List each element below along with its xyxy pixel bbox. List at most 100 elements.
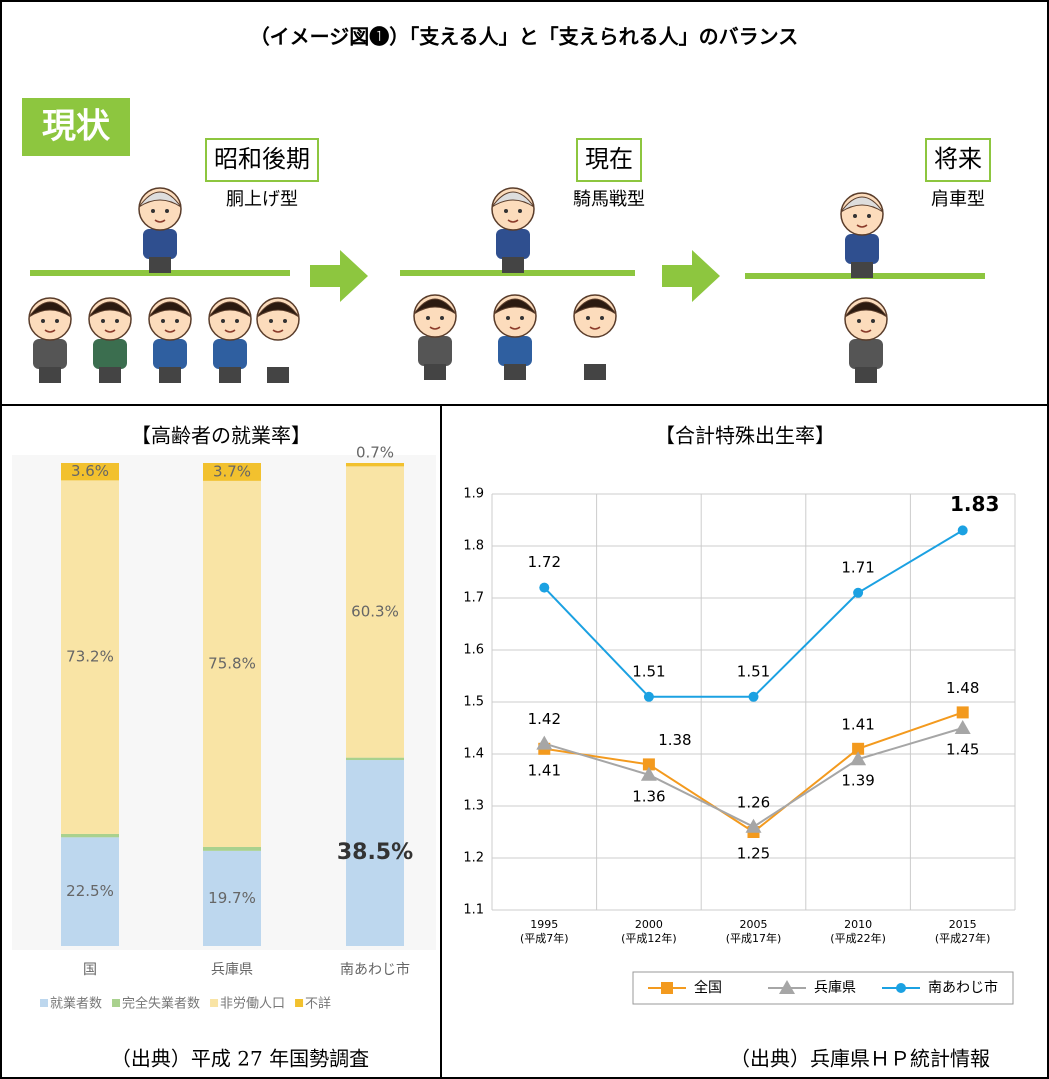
x-tick-label: 国 (83, 962, 97, 978)
icon-body (498, 336, 532, 366)
legend-label: 完全失業者数 (122, 996, 200, 1012)
x-tick-sublabel: (平成12年) (621, 931, 677, 945)
x-tick-label: 2015 (949, 918, 977, 931)
icon-body (496, 229, 530, 259)
data-label: 3.7% (213, 462, 251, 480)
person-icon (89, 298, 131, 383)
person-icon (149, 298, 191, 383)
badge-text: 現状 (42, 107, 111, 147)
icon-legs (267, 367, 289, 383)
marker (896, 983, 906, 993)
bar-segment (203, 847, 261, 851)
legend-swatch (112, 999, 120, 1007)
y-tick-label: 1.4 (463, 747, 484, 762)
icon-eye (857, 319, 861, 323)
x-tick-label: 2010 (844, 918, 872, 931)
icon-legs (855, 367, 877, 383)
marker (539, 583, 549, 593)
icon-body (261, 339, 295, 369)
icon-eye (440, 316, 444, 320)
data-label: 1.83 (950, 492, 999, 516)
data-label: 1.72 (528, 553, 561, 571)
icon-eye (175, 319, 179, 323)
icon-legs (851, 262, 873, 278)
x-tick-label: 2005 (740, 918, 768, 931)
marker (661, 982, 673, 994)
icon-body (845, 234, 879, 264)
diagram-title: （イメージ図❶）「支える人」と「支えられる人」のバランス (250, 25, 799, 49)
icon-eye (520, 316, 524, 320)
legend-swatch (210, 999, 218, 1007)
series-line (544, 712, 962, 832)
icon-eye (506, 316, 510, 320)
legend-label: 不詳 (305, 996, 331, 1012)
icon-eye (600, 316, 604, 320)
y-tick-label: 1.6 (463, 643, 484, 658)
icon-eye (55, 319, 59, 323)
x-tick-label: 南あわじ市 (340, 961, 410, 978)
person-icon (209, 298, 251, 383)
page: （イメージ図❶）「支える人」と「支えられる人」のバランス 現状 昭和後期胴上げ型… (0, 0, 1049, 1079)
data-label: 1.42 (528, 710, 561, 728)
stage-label: 現在 (585, 145, 633, 173)
icon-legs (219, 367, 241, 383)
data-label: 1.41 (528, 761, 561, 779)
marker (749, 692, 759, 702)
y-tick-label: 1.7 (463, 591, 484, 606)
x-tick-sublabel: (平成22年) (830, 931, 886, 945)
icon-body (418, 336, 452, 366)
y-tick-label: 1.5 (463, 695, 484, 710)
person-icon (29, 298, 71, 383)
data-label: 1.51 (737, 662, 770, 680)
data-label: 38.5% (337, 840, 413, 865)
data-label: 1.41 (841, 715, 874, 733)
icon-eye (518, 209, 522, 213)
icon-eye (235, 319, 239, 323)
legend-swatch (295, 999, 303, 1007)
icon-legs (424, 364, 446, 380)
data-label: 19.7% (208, 889, 256, 907)
x-tick-sublabel: (平成7年) (520, 931, 569, 945)
data-label: 1.38 (658, 731, 691, 749)
icon-eye (165, 209, 169, 213)
series-line (544, 728, 962, 827)
data-label: 1.48 (946, 679, 979, 697)
person-icon (574, 295, 616, 380)
marker (958, 525, 968, 535)
icon-body (143, 229, 177, 259)
legend-label: 南あわじ市 (928, 979, 998, 996)
data-label: 1.45 (946, 741, 979, 759)
icon-eye (269, 319, 273, 323)
icon-body (153, 339, 187, 369)
stage-label: 将来 (934, 145, 982, 173)
data-label: 1.25 (737, 845, 770, 863)
person-icon (845, 298, 887, 383)
icon-eye (504, 209, 508, 213)
x-tick-sublabel: (平成17年) (726, 931, 782, 945)
legend-label: 就業者数 (50, 996, 102, 1012)
data-label: 1.39 (841, 772, 874, 790)
data-label: 1.71 (841, 558, 874, 576)
data-label: 60.3% (351, 603, 399, 621)
stage-type: 騎馬戦型 (573, 189, 645, 210)
icon-body (33, 339, 67, 369)
icon-eye (283, 319, 287, 323)
legend-swatch (40, 999, 48, 1007)
chart-title: 【合計特殊出生率】 (655, 424, 835, 448)
stage-label: 昭和後期 (214, 145, 310, 173)
data-label: 75.8% (208, 654, 256, 672)
data-label: 1.51 (632, 662, 665, 680)
icon-eye (586, 316, 590, 320)
icon-eye (871, 319, 875, 323)
legend-label: 非労働人口 (220, 997, 285, 1012)
y-tick-label: 1.9 (463, 487, 484, 502)
icon-eye (161, 319, 165, 323)
person-icon (139, 188, 181, 273)
person-icon (492, 188, 534, 273)
icon-legs (39, 367, 61, 383)
icon-legs (502, 257, 524, 273)
y-tick-label: 1.2 (463, 851, 484, 866)
icon-eye (853, 214, 857, 218)
arrow (310, 250, 368, 302)
icon-legs (159, 367, 181, 383)
